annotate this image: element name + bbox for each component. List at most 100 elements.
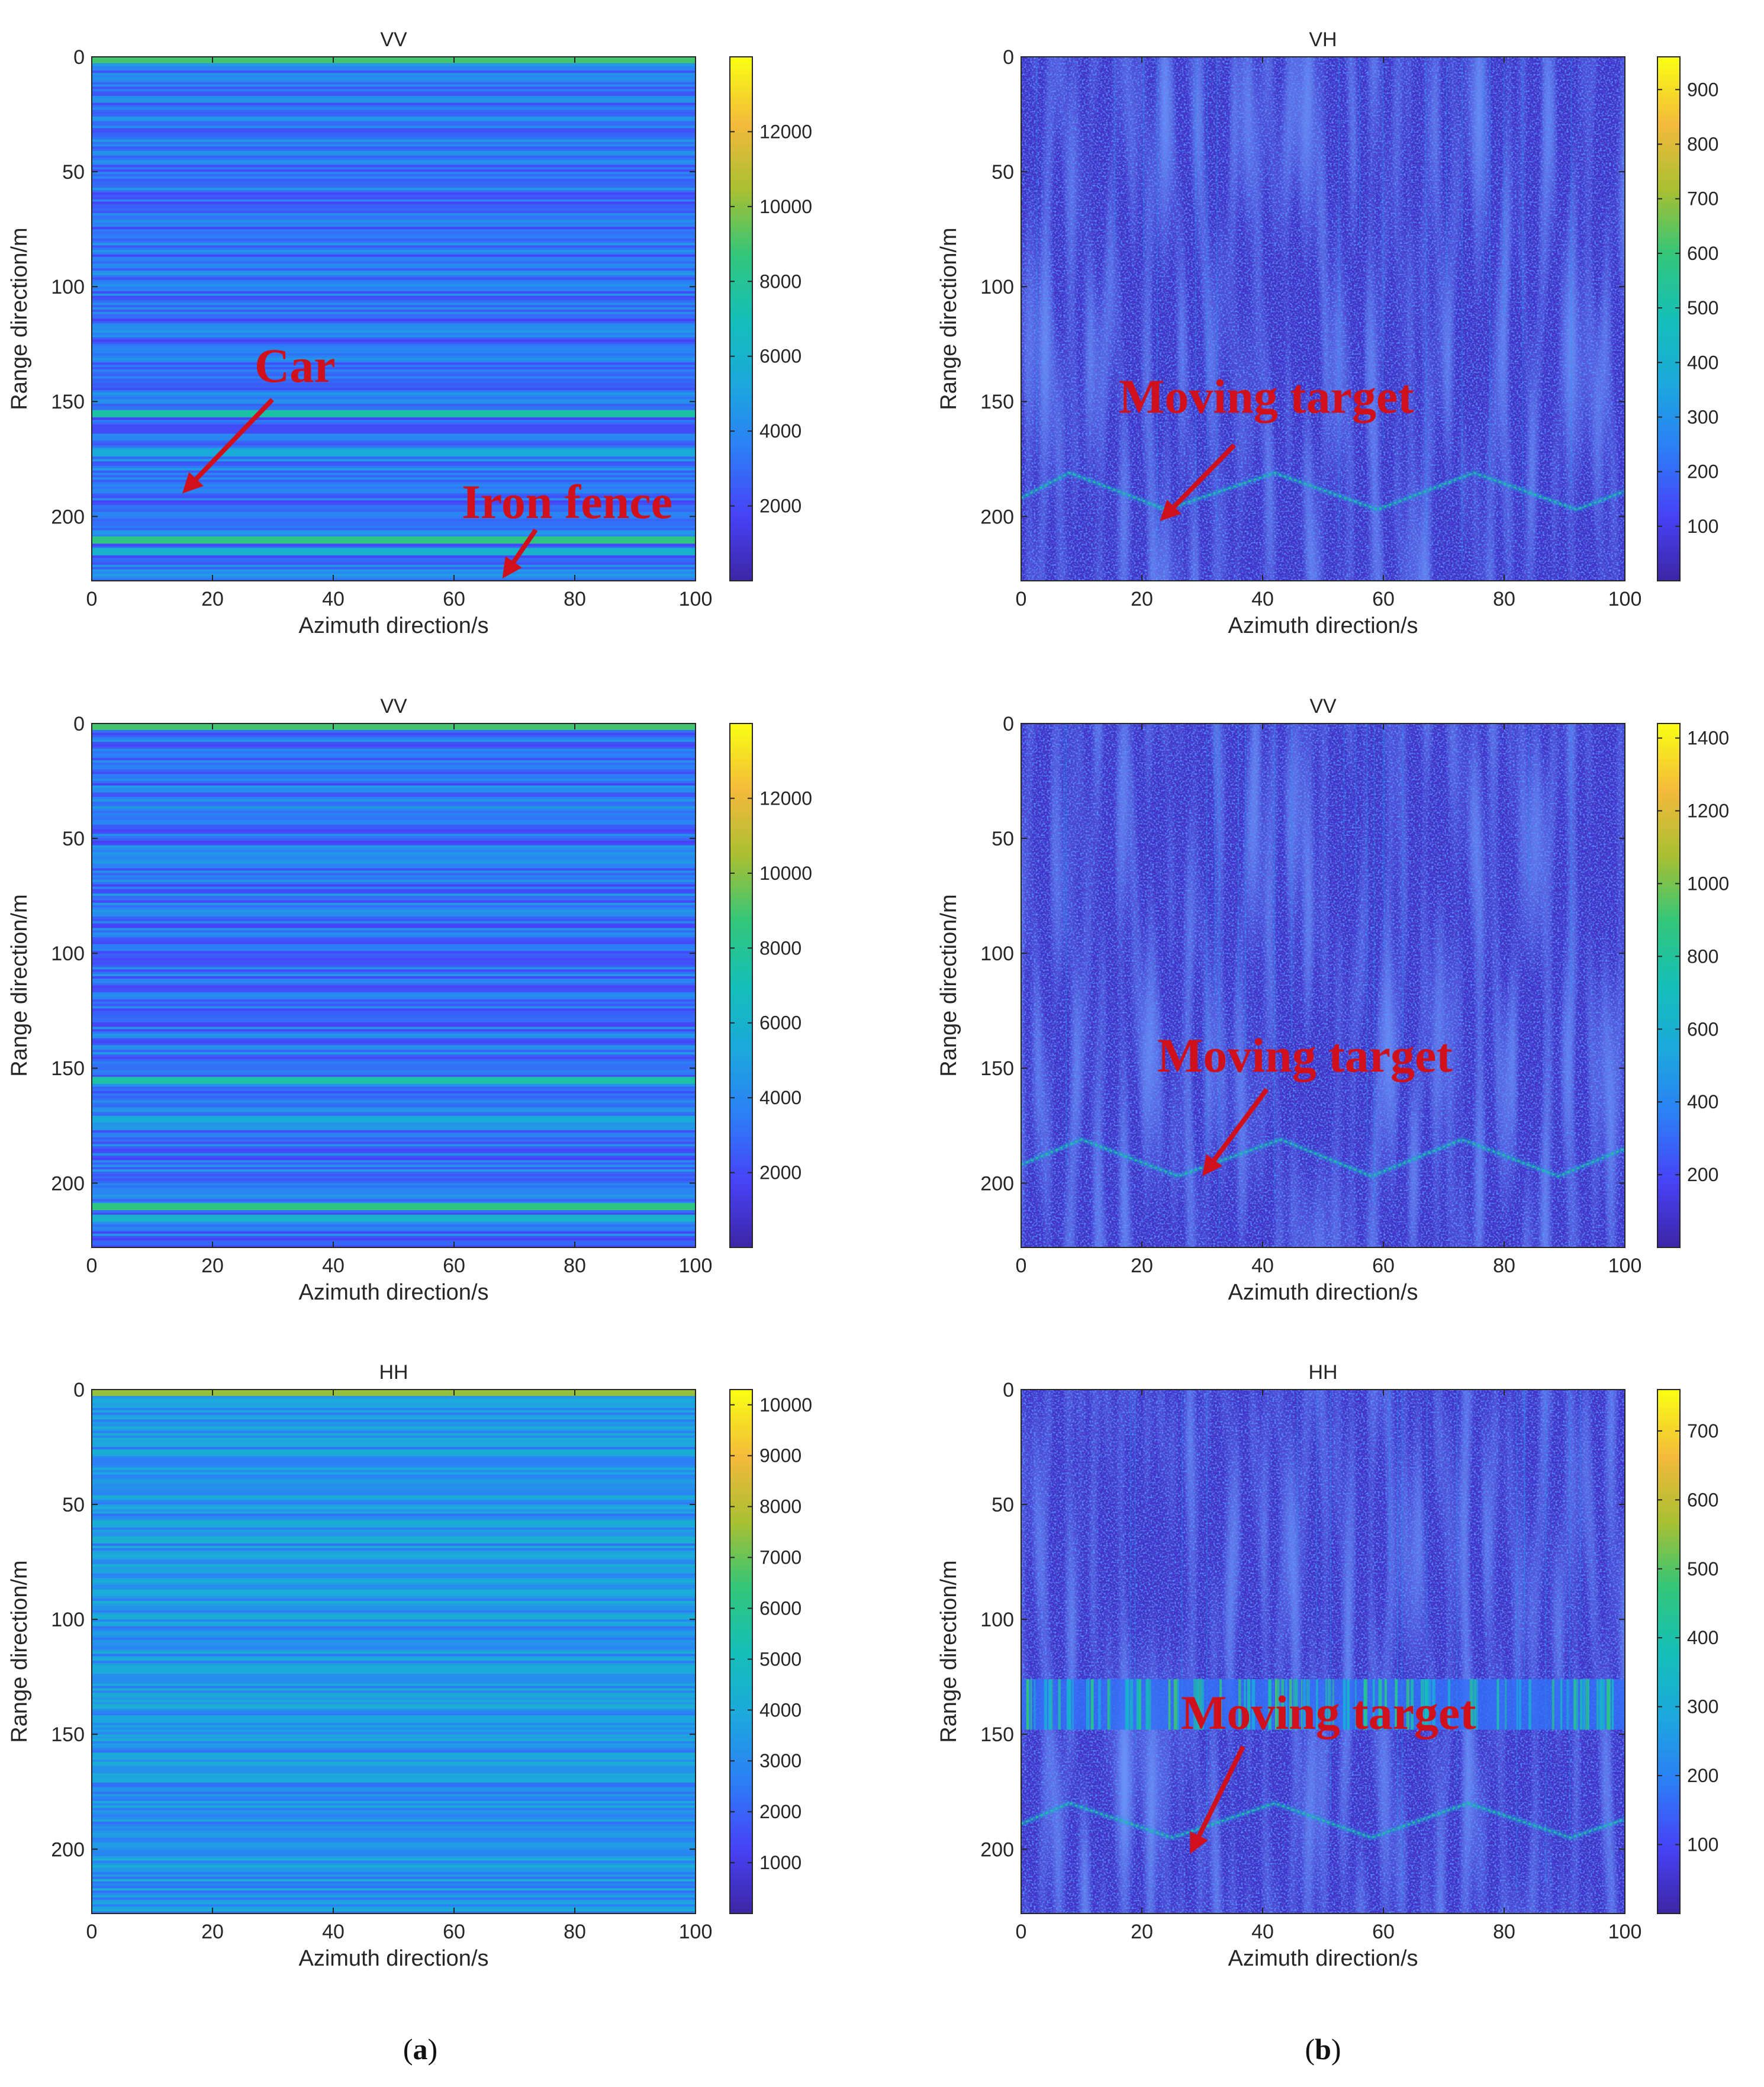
colorbar-segment — [1657, 1090, 1680, 1097]
range-stripe — [92, 1867, 696, 1871]
range-stripe — [92, 1557, 696, 1561]
colorbar-segment — [730, 787, 752, 794]
range-stripe — [92, 1050, 696, 1053]
range-stripe — [92, 371, 696, 375]
colorbar-segment — [730, 811, 752, 818]
bright-column — [1156, 57, 1158, 548]
range-stripe — [92, 1063, 696, 1067]
colorbar-segment — [730, 1137, 752, 1143]
range-stripe — [92, 1847, 696, 1850]
range-stripe — [92, 142, 696, 145]
colorbar-segment — [730, 1552, 752, 1559]
range-stripe — [92, 1224, 696, 1227]
colorbar-segment — [1657, 1552, 1680, 1559]
colorbar-tick-label: 5000 — [759, 1648, 801, 1670]
range-stripe — [92, 268, 696, 271]
range-stripe — [92, 840, 696, 844]
range-stripe — [92, 850, 696, 853]
range-stripe — [92, 491, 696, 494]
colorbar-segment — [1657, 968, 1680, 975]
colorbar-segment — [1657, 1855, 1680, 1862]
x-tick-label: 20 — [1131, 1255, 1153, 1277]
y-tick-label: 200 — [51, 506, 85, 528]
colorbar-segment — [1657, 1078, 1680, 1085]
range-stripe — [92, 86, 696, 90]
range-stripe — [92, 1518, 696, 1522]
colorbar-segment — [1657, 1201, 1680, 1208]
range-stripe — [92, 438, 696, 442]
range-stripe — [92, 1465, 696, 1468]
bright-column — [1378, 1679, 1382, 1730]
colorbar-segment — [730, 1756, 752, 1763]
x-tick-label: 100 — [679, 1921, 713, 1943]
range-stripe — [92, 891, 696, 895]
colorbar-segment — [1657, 1704, 1680, 1710]
colorbar-segment — [730, 1849, 752, 1856]
colorbar-tick-label: 600 — [1687, 1018, 1718, 1040]
colorbar-segment — [1657, 406, 1680, 413]
range-stripe — [92, 1440, 696, 1443]
range-stripe — [92, 932, 696, 935]
range-stripe — [92, 211, 696, 214]
bright-column — [1088, 1679, 1090, 1730]
colorbar-segment — [730, 1049, 752, 1056]
range-stripe — [92, 1160, 696, 1163]
range-stripe — [92, 1860, 696, 1864]
colorbar-segment — [730, 97, 752, 104]
range-stripe — [92, 978, 696, 982]
colorbar-segment — [1657, 1125, 1680, 1132]
range-stripe — [92, 1697, 696, 1700]
range-stripe — [92, 1125, 696, 1128]
range-stripe — [92, 854, 696, 857]
bright-column — [1528, 723, 1530, 887]
range-stripe — [92, 498, 696, 501]
colorbar-segment — [1657, 1424, 1680, 1431]
colorbar-segment — [1657, 62, 1680, 69]
range-stripe — [92, 1651, 696, 1655]
range-stripe — [92, 137, 696, 140]
colorbar-segment — [730, 127, 752, 133]
x-tick-label: 60 — [443, 1255, 465, 1277]
colorbar-segment — [1657, 144, 1680, 151]
bright-column — [1238, 1679, 1241, 1730]
range-stripe — [92, 468, 696, 471]
bright-column — [1289, 1679, 1292, 1730]
range-stripe — [92, 374, 696, 377]
range-stripe — [92, 355, 696, 359]
colorbar-segment — [1657, 764, 1680, 771]
range-stripe — [92, 1153, 696, 1156]
range-stripe — [92, 1458, 696, 1462]
y-tick-label: 200 — [980, 1838, 1014, 1861]
colorbar-box — [729, 56, 753, 581]
colorbar-segment — [1657, 1073, 1680, 1079]
colorbar-segment — [730, 1119, 752, 1126]
colorbar-segment — [730, 892, 752, 899]
range-stripe — [92, 829, 696, 832]
bright-column — [1276, 1679, 1280, 1730]
panel-title: HH — [379, 1361, 408, 1384]
range-stripe — [92, 801, 696, 805]
range-stripe — [92, 128, 696, 131]
colorbar-segment — [1657, 903, 1680, 911]
range-stripe — [92, 1899, 696, 1903]
range-stripe — [92, 1888, 696, 1891]
x-tick-label: 0 — [1016, 1921, 1027, 1943]
colorbar-box — [729, 1389, 753, 1914]
colorbar-segment — [730, 185, 752, 192]
range-stripe — [92, 792, 696, 796]
colorbar-segment — [730, 575, 752, 581]
range-stripe — [92, 555, 696, 558]
range-stripe — [92, 475, 696, 478]
colorbar-segment — [1657, 1395, 1680, 1402]
colorbar-segment — [730, 359, 752, 366]
range-stripe — [92, 1816, 696, 1820]
range-stripe — [92, 1840, 696, 1843]
bright-column — [1524, 1390, 1525, 1692]
colorbar-segment — [730, 997, 752, 1004]
colorbar-segment — [730, 880, 752, 887]
range-stripe — [92, 1879, 696, 1882]
bright-column — [1528, 1679, 1531, 1730]
colorbar-segment — [1657, 1430, 1680, 1437]
